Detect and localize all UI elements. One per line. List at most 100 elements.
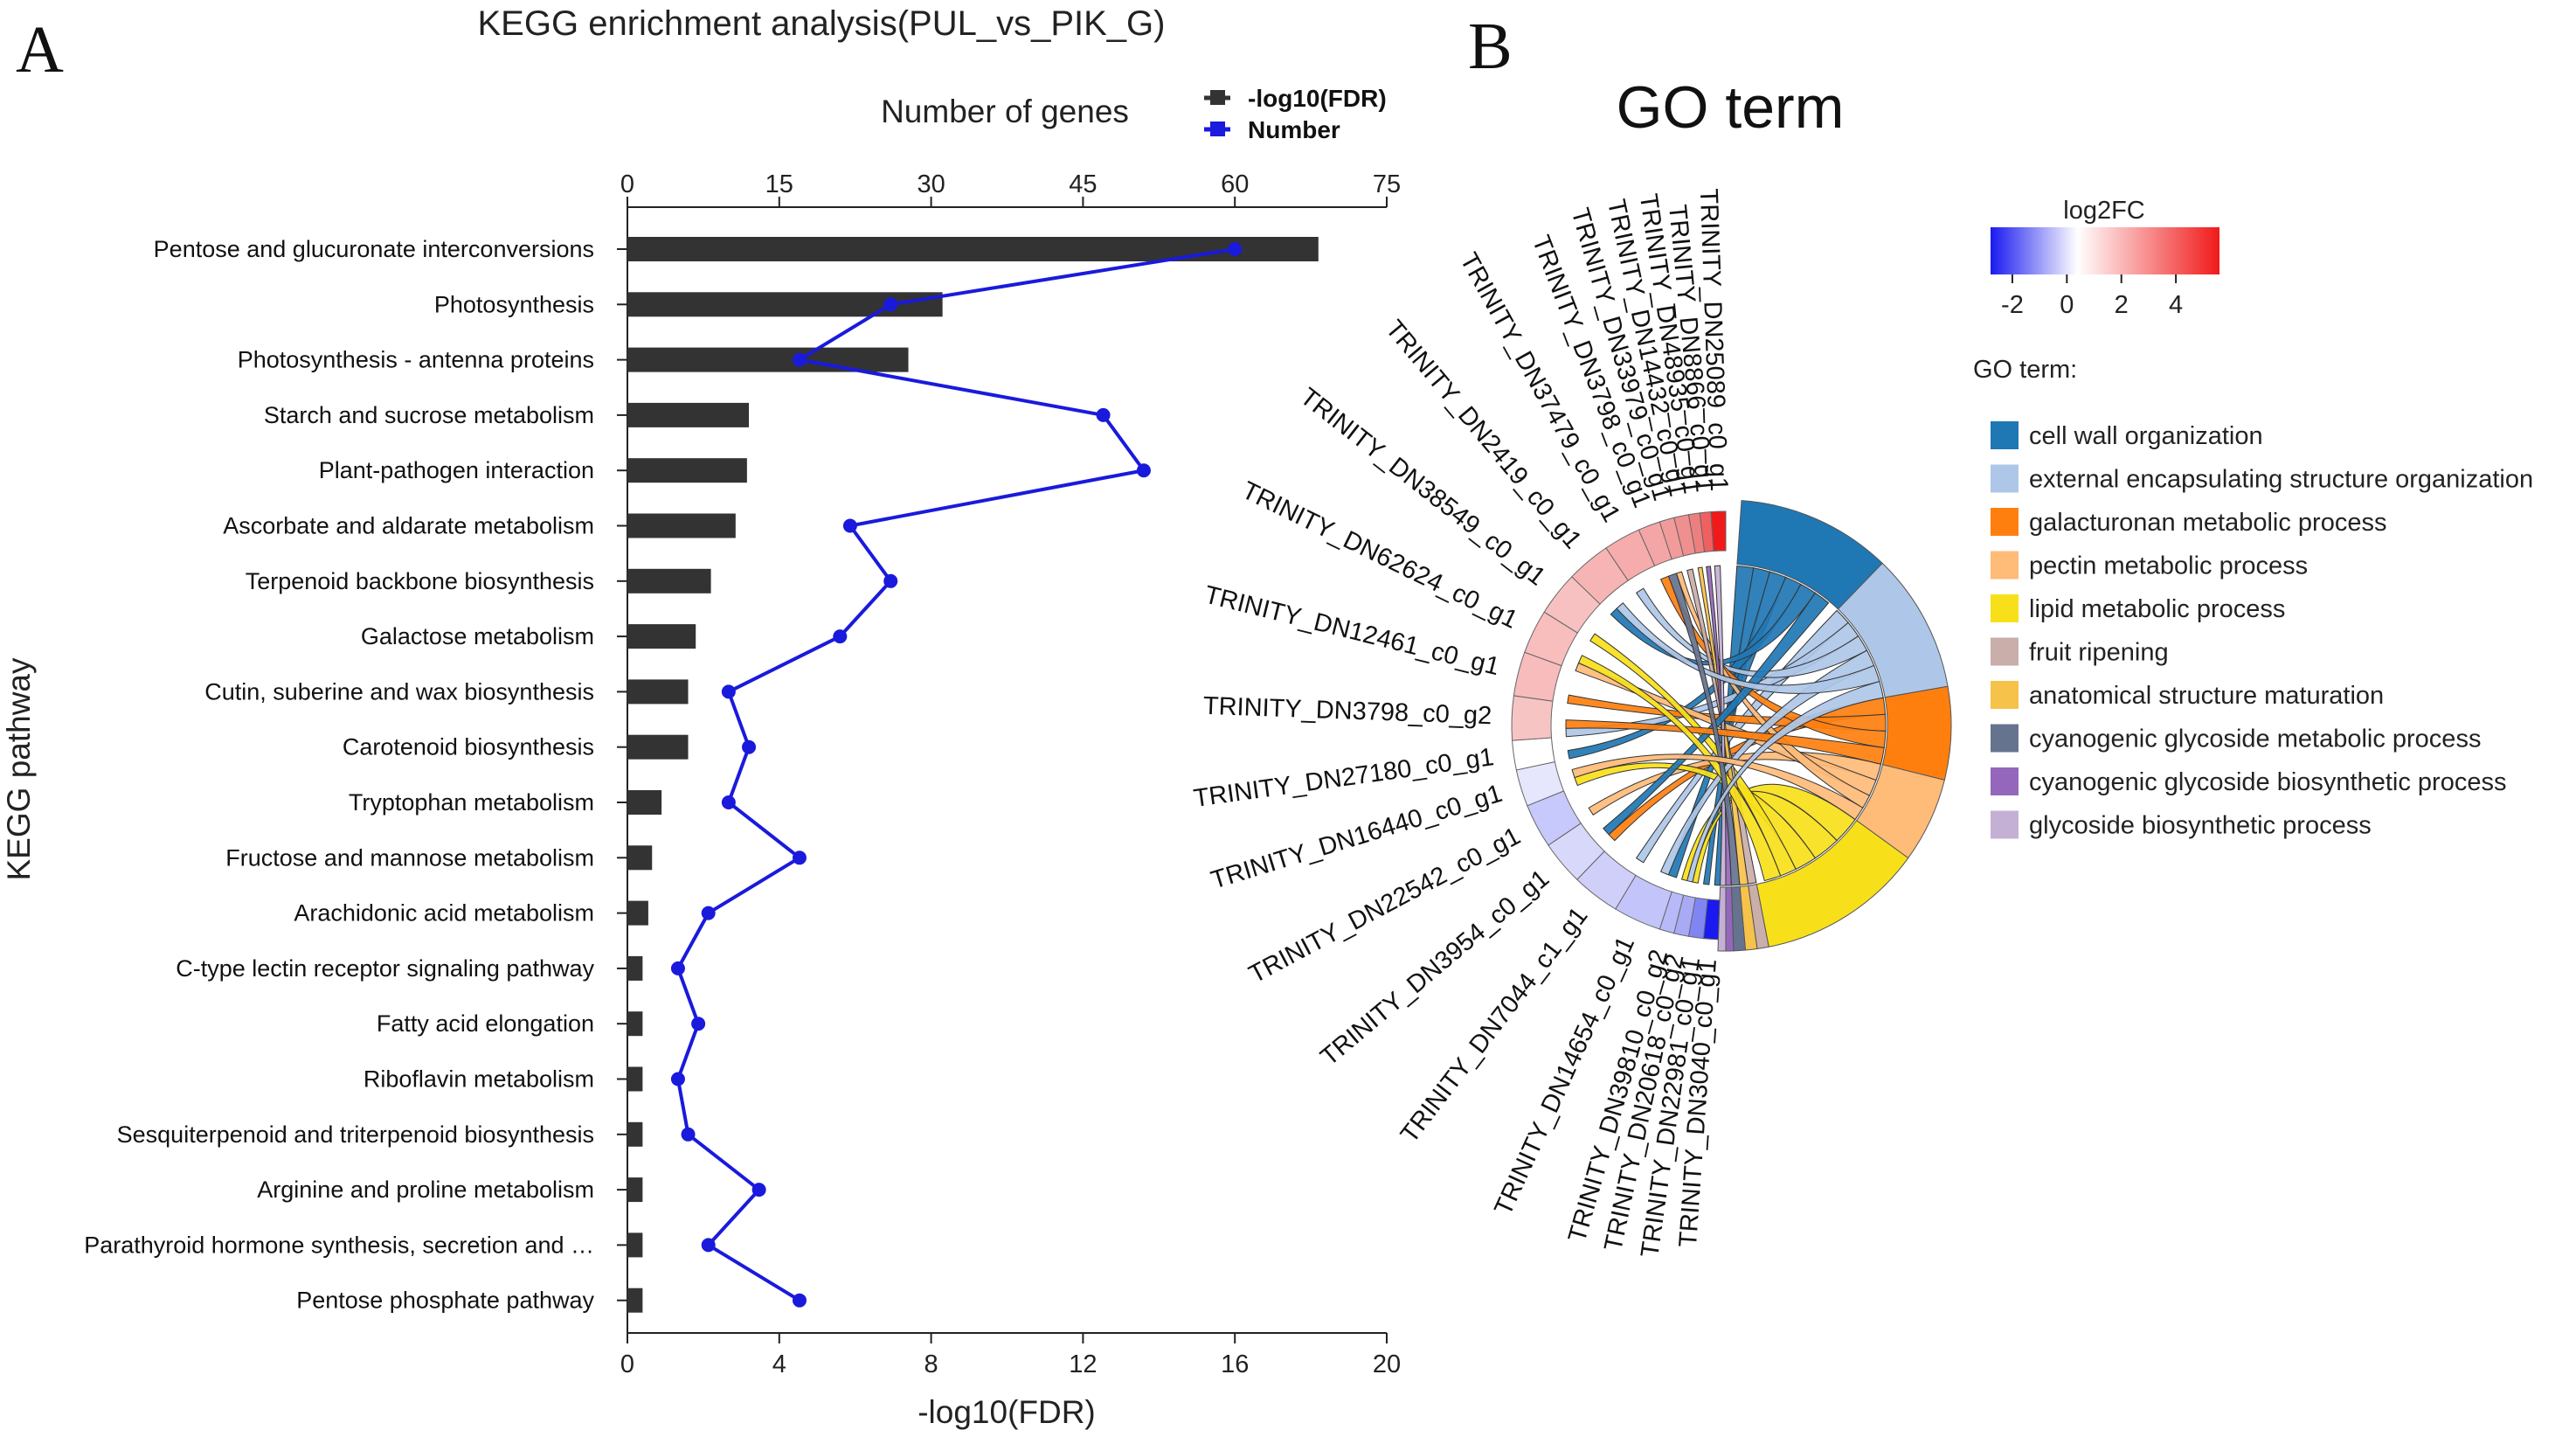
bottom-tick-label: 16 bbox=[1221, 1350, 1249, 1378]
bar bbox=[627, 679, 689, 705]
top-axis: 0 15 30 45 60 75 bbox=[620, 170, 1401, 208]
go-legend-title: GO term: bbox=[1973, 356, 2077, 384]
legend-number-swatch bbox=[1210, 121, 1225, 136]
category-label: C-type lectin receptor signaling pathway bbox=[176, 955, 594, 982]
go-legend-swatch bbox=[1991, 594, 2019, 622]
bar bbox=[627, 458, 747, 483]
go-legend-swatch bbox=[1991, 421, 2019, 449]
category-label: Arachidonic acid metabolism bbox=[294, 900, 594, 927]
colorbar-gradient bbox=[1991, 227, 2219, 274]
category-label: Riboflavin metabolism bbox=[364, 1066, 594, 1093]
category-label: Pentose and glucuronate interconversions bbox=[154, 236, 594, 262]
chord-ribbon bbox=[1616, 602, 1880, 694]
category-label: Galactose metabolism bbox=[361, 623, 594, 649]
bar bbox=[627, 237, 1319, 261]
panel-a-title: KEGG enrichment analysis(PUL_vs_PIK_G) bbox=[478, 4, 1166, 43]
colorbar: log2FC -2 0 2 4 bbox=[1991, 197, 2219, 319]
category-label: Terpenoid backbone biosynthesis bbox=[246, 568, 594, 594]
bar bbox=[627, 347, 909, 372]
go-legend-swatch bbox=[1991, 508, 2019, 536]
number-point bbox=[833, 629, 848, 644]
number-point bbox=[792, 1293, 807, 1308]
legend-fdr-label: -log10(FDR) bbox=[1248, 85, 1387, 112]
bottom-tick-label: 8 bbox=[924, 1350, 938, 1378]
go-legend-label: cyanogenic glycoside biosynthetic proces… bbox=[2029, 768, 2506, 796]
category-label: Carotenoid biosynthesis bbox=[343, 734, 594, 760]
category-labels: Pentose and glucuronate interconversions… bbox=[84, 236, 627, 1314]
category-label: Photosynthesis - antenna proteins bbox=[238, 347, 594, 373]
top-tick-label: 0 bbox=[620, 170, 634, 198]
number-point bbox=[883, 297, 898, 312]
number-point bbox=[670, 961, 685, 975]
category-label: Cutin, suberine and wax biosynthesis bbox=[204, 678, 594, 705]
bar bbox=[627, 1011, 643, 1037]
number-point bbox=[670, 1072, 685, 1086]
category-label: Tryptophan metabolism bbox=[349, 789, 594, 816]
number-point bbox=[792, 850, 807, 865]
go-legend-items: cell wall organization external encapsula… bbox=[1991, 421, 2533, 840]
go-legend-swatch bbox=[1991, 767, 2019, 795]
number-point bbox=[1136, 463, 1151, 478]
bar bbox=[627, 790, 662, 815]
go-legend-swatch bbox=[1991, 637, 2019, 666]
bar bbox=[627, 900, 648, 926]
bar bbox=[627, 955, 643, 981]
bar bbox=[627, 1288, 643, 1313]
gene-label: TRINITY_DN3954_c0_g1 bbox=[1315, 864, 1555, 1072]
top-axis-ticks: 0 15 30 45 60 75 bbox=[620, 170, 1401, 207]
go-legend-swatch bbox=[1991, 681, 2019, 709]
colorbar-ticks: -2 0 2 4 bbox=[2001, 274, 2183, 319]
panel-b-letter: B bbox=[1468, 10, 1513, 83]
number-point bbox=[701, 906, 716, 920]
go-legend-label: galacturonan metabolic process bbox=[2029, 509, 2386, 537]
left-axis-title: KEGG pathway bbox=[1, 657, 37, 881]
category-label: Starch and sucrose metabolism bbox=[264, 402, 594, 428]
category-label: Fructose and mannose metabolism bbox=[225, 844, 594, 871]
bottom-tick-label: 12 bbox=[1069, 1350, 1097, 1378]
bottom-tick-label: 4 bbox=[772, 1350, 786, 1378]
top-tick-label: 30 bbox=[917, 170, 945, 198]
bar-series bbox=[627, 237, 1319, 1313]
bottom-axis-title: -log10(FDR) bbox=[918, 1394, 1096, 1430]
chord-ribbon bbox=[1577, 655, 1782, 882]
go-legend-label: glycoside biosynthetic process bbox=[2029, 812, 2372, 840]
colorbar-tick-label: 2 bbox=[2115, 291, 2129, 319]
number-point bbox=[1096, 407, 1111, 422]
bar bbox=[627, 568, 711, 594]
go-legend-swatch bbox=[1991, 724, 2019, 753]
go-legend-label: anatomical structure maturation bbox=[2029, 682, 2384, 710]
number-point bbox=[751, 1183, 766, 1197]
colorbar-tick-label: -2 bbox=[2001, 291, 2024, 319]
bar bbox=[627, 1177, 643, 1203]
panel-b-title: GO term bbox=[1617, 74, 1845, 141]
go-term-ring bbox=[1717, 500, 1952, 952]
go-legend-label: cell wall organization bbox=[2029, 422, 2263, 450]
gene-fc-sector bbox=[1511, 695, 1554, 741]
go-legend-label: external encapsulating structure organiz… bbox=[2029, 466, 2533, 494]
category-label: Pentose phosphate pathway bbox=[296, 1288, 594, 1314]
bottom-axis: 0 4 8 12 16 20 -log10(FDR) bbox=[620, 1332, 1401, 1430]
top-tick-label: 15 bbox=[765, 170, 793, 198]
panel-a-legend: -log10(FDR) Number bbox=[1204, 85, 1387, 143]
category-label: Parathyroid hormone synthesis, secretion… bbox=[84, 1232, 594, 1258]
top-tick-label: 75 bbox=[1373, 170, 1401, 198]
go-legend-swatch bbox=[1991, 810, 2019, 839]
gene-label: TRINITY_DN3798_c0_g2 bbox=[1202, 692, 1492, 731]
category-label: Arginine and proline metabolism bbox=[257, 1177, 594, 1203]
number-point bbox=[1228, 242, 1243, 256]
chord-ribbon bbox=[1714, 565, 1727, 886]
bar bbox=[627, 402, 750, 427]
chord-ribbon bbox=[1589, 633, 1797, 877]
bottom-axis-ticks: 0 4 8 12 16 20 bbox=[620, 1333, 1401, 1378]
panel-a: A KEGG enrichment analysis(PUL_vs_PIK_G)… bbox=[1, 4, 1401, 1430]
left-axis: Pentose and glucuronate interconversions… bbox=[1, 207, 628, 1333]
chord-ribbons bbox=[1565, 565, 1887, 886]
gene-fc-ring bbox=[1511, 510, 1727, 941]
go-term-sector bbox=[1881, 685, 1952, 781]
number-point bbox=[742, 739, 757, 754]
go-term-sector bbox=[1717, 886, 1727, 952]
bar bbox=[627, 845, 653, 871]
gene-fc-sector bbox=[1710, 510, 1727, 552]
number-line-series bbox=[670, 242, 1243, 1308]
